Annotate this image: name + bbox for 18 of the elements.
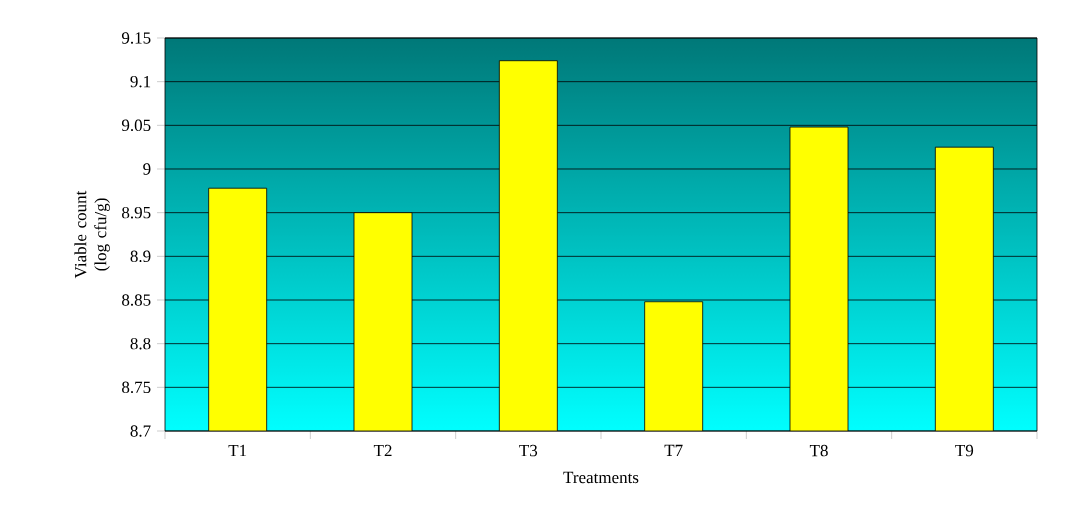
y-tick-label: 9: [143, 163, 151, 175]
y-tick-label: 9.1: [130, 75, 151, 88]
x-axis-title: Treatments: [563, 471, 639, 484]
y-tick-label: 8.9: [130, 250, 151, 263]
y-axis-title: Viable count (log cfu/g): [74, 190, 110, 279]
x-tick-label: T3: [519, 444, 538, 457]
x-tick-label: T8: [809, 444, 828, 457]
y-tick-label: 8.8: [130, 337, 151, 350]
x-tick-label: T1: [228, 444, 247, 457]
x-tick-label: T2: [373, 444, 392, 457]
x-tick-label: T7: [664, 444, 683, 456]
y-tick-label: 8.85: [122, 294, 151, 306]
y-tick-label: 8.75: [122, 381, 151, 394]
y-tick-label: 9.05: [121, 119, 151, 132]
x-tick-label: T9: [955, 444, 974, 457]
y-tick-label: 8.95: [122, 206, 151, 219]
y-tick-label: 8.7: [130, 425, 151, 437]
y-tick-label: 9.15: [121, 32, 151, 44]
